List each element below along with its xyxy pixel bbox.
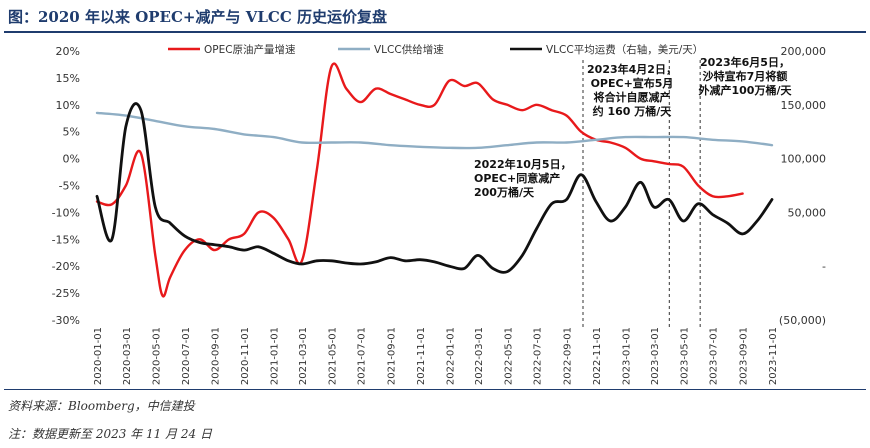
x-tick-label: 2023-11-01 [768,327,779,385]
legend-label: VLCC供给增速 [374,43,444,56]
x-tick-label: 2021-11-01 [416,327,427,385]
y-left-tick-label: -10% [52,206,80,219]
y-left-tick-label: 10% [56,99,80,112]
x-tick-label: 2021-05-01 [327,327,338,385]
y-left-tick-label: 20% [56,45,80,58]
y-left-tick-label: -20% [52,260,80,273]
annotation-text: OPEC+宣布5月 [591,76,674,90]
x-tick-label: 2020-11-01 [240,327,251,385]
annotation-text: 2023年4月2日， [587,62,677,76]
annotation-text: 2023年6月5日， [700,55,790,69]
annotation-lines [582,60,701,330]
x-tick-label: 2023-03-01 [650,327,661,385]
x-tick-label: 2023-09-01 [739,327,750,385]
source-text: 资料来源：Bloomberg，中信建投 [8,399,195,413]
x-tick-label: 2023-07-01 [709,327,720,385]
y-right-tick-label: 100,000 [781,153,827,166]
annotation-text: 200万桶/天 [474,185,535,199]
y-right-tick-label: 200,000 [781,45,827,58]
x-tick-label: 2023-05-01 [679,327,690,385]
title-rule [4,31,866,33]
legend-label: OPEC原油产量增速 [204,43,296,56]
footer-rule [4,389,866,390]
annotation-text: 沙特宣布7月将额 [703,69,788,83]
x-tick-label: 2022-07-01 [533,327,544,385]
annotation-text: 约 160 万桶/天 [593,104,673,118]
x-tick-labels: 2020-01-01 2020-03-01 2020-05-01 2020-07-01… [93,327,779,385]
y-right-tick-labels: 200,000 150,000 100,000 50,000 - (50,000) [779,45,826,327]
x-tick-label: 2022-09-01 [563,327,574,385]
y-left-tick-label: -25% [52,287,80,300]
x-tick-label: 2020-01-01 [93,327,104,385]
series-line-2 [95,111,774,150]
annotation-text: 2022年10月5日， [474,157,572,171]
x-tick-label: 2021-03-01 [298,327,309,385]
series-line-3 [95,102,774,274]
legend-label: VLCC平均运费（右轴，美元/天） [546,43,703,56]
annotation-text: 将合计自愿减产 [594,90,671,104]
y-left-tick-label: -30% [52,314,80,327]
y-left-tick-label: -15% [52,233,80,246]
y-right-tick-label: (50,000) [779,314,826,327]
x-tick-label: 2020-05-01 [151,327,162,385]
legend: OPEC原油产量增速 VLCC供给增速 VLCC平均运费（右轴，美元/天） [168,43,703,56]
y-right-tick-label: 150,000 [781,99,827,112]
x-tick-label: 2020-09-01 [211,327,222,385]
y-right-tick-label: 50,000 [788,206,827,219]
x-tick-label: 2021-01-01 [269,327,280,385]
y-right-tick-label: - [822,260,826,273]
x-tick-label: 2021-07-01 [357,327,368,385]
series-lines [95,62,774,298]
x-tick-label: 2022-01-01 [445,327,456,385]
y-left-tick-label: 5% [63,126,80,139]
y-left-tick-labels: 20% 15% 10% 5% 0% -5% -10% -15% -20% -25% -30% [52,45,80,327]
annotation-text: 外减产100万桶/天 [698,83,793,97]
x-tick-label: 2022-03-01 [474,327,485,385]
x-tick-label: 2022-05-01 [503,327,514,385]
y-left-tick-label: 15% [56,72,80,85]
chart-title: 图：2020 年以来 OPEC+减产与 VLCC 历史运价复盘 [8,8,387,26]
x-tick-label: 2020-07-01 [181,327,192,385]
x-tick-label: 2021-09-01 [387,327,398,385]
series-line-1 [95,62,744,298]
x-tick-label: 2022-11-01 [592,327,603,385]
y-left-tick-label: 0% [63,153,80,166]
annotation-text: OPEC+同意减产 [474,171,560,185]
x-tick-label: 2023-01-01 [621,327,632,385]
note-text: 注：数据更新至 2023 年 11 月 24 日 [8,427,212,441]
y-left-tick-label: -5% [59,180,80,193]
x-tick-label: 2020-03-01 [122,327,133,385]
